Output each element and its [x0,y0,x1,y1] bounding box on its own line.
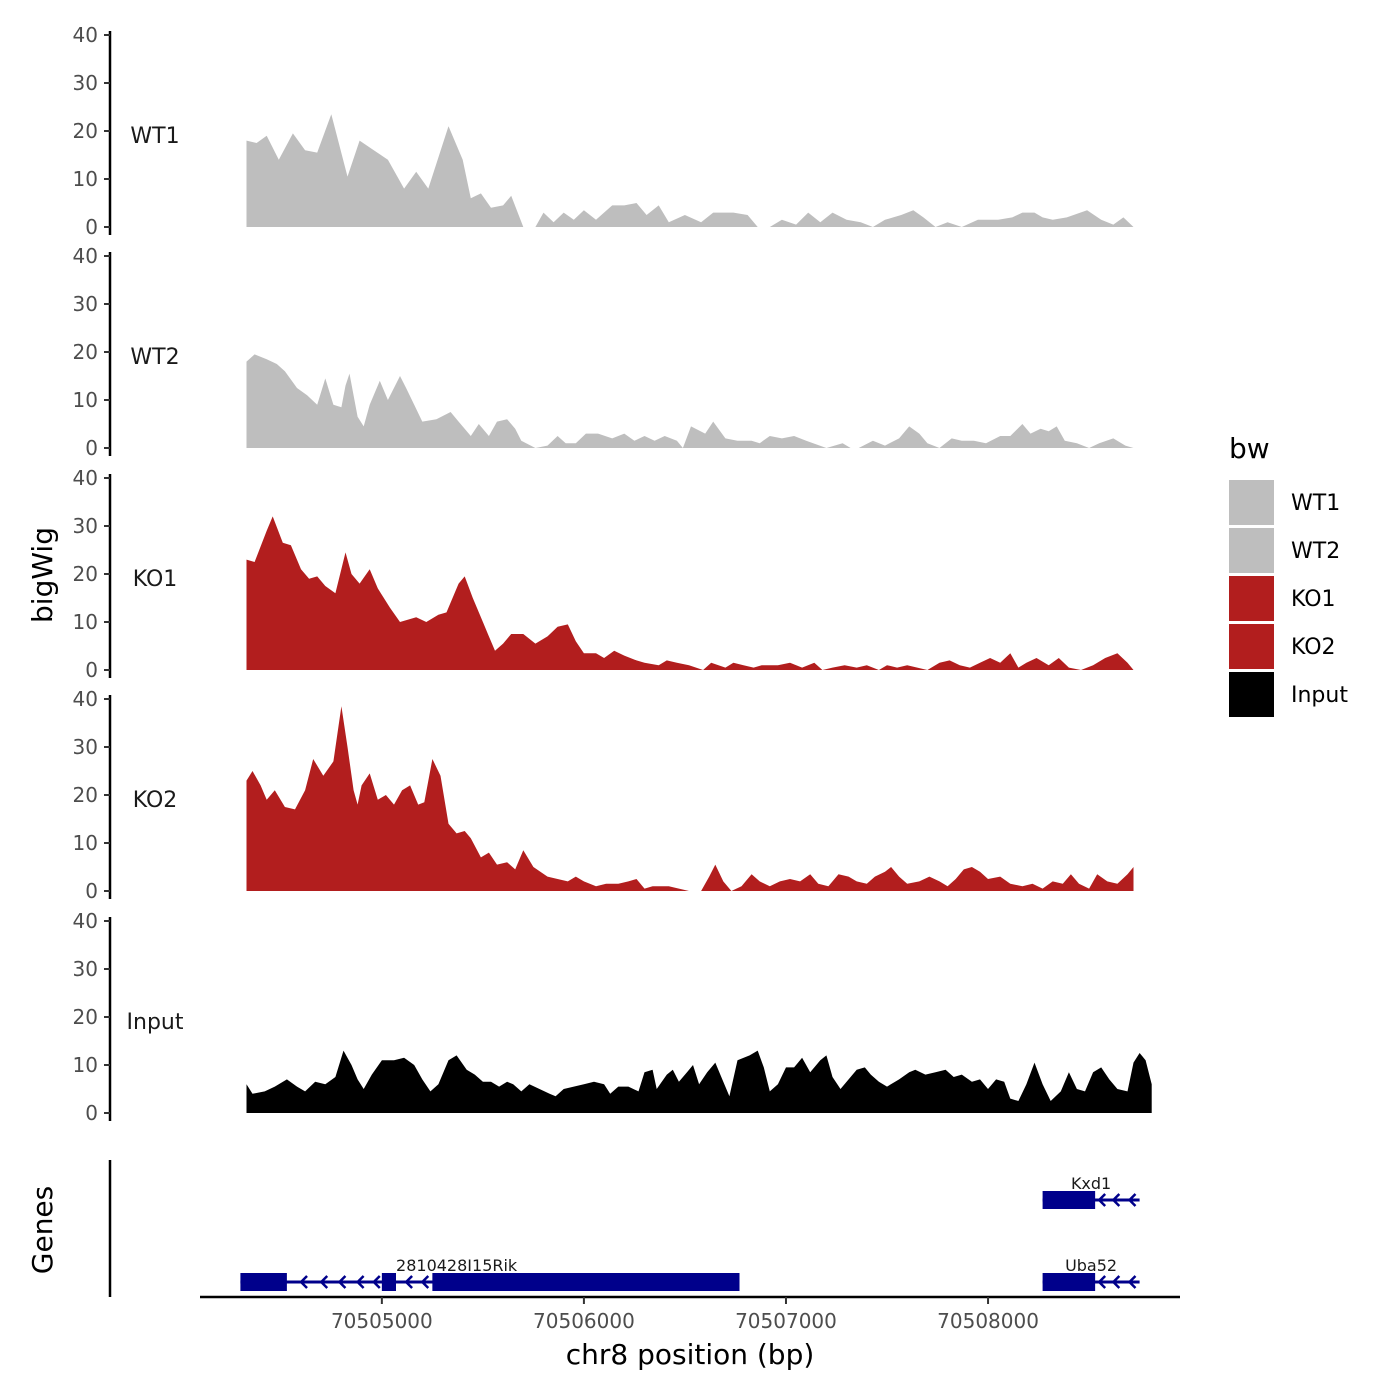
strand-arrow [319,1275,329,1289]
x-tick-label: 70506000 [533,1309,635,1333]
y-tick-label: 30 [73,957,98,981]
strand-arrow [1111,1275,1121,1289]
legend: bw WT1 WT2 KO1 KO2 Input [1229,432,1348,717]
y-tick-label: 20 [73,1005,98,1029]
strand-arrow [1127,1275,1137,1289]
track-panel-ko2: 0 10 20 30 40 KO2 [73,687,1134,903]
x-axis-title: chr8 position (bp) [566,1338,815,1371]
x-axis: 70505000 70506000 70507000 70508000 [200,1295,1180,1333]
strand-arrow [1097,1275,1107,1289]
gene-exon [240,1273,287,1291]
area-wt1 [246,114,1134,227]
legend-swatch-ko1 [1229,576,1274,621]
x-tick-label: 70505000 [331,1309,433,1333]
strand-arrow [1097,1193,1107,1207]
y-axis-title: bigWig [26,527,59,623]
area-input [246,1050,1152,1113]
legend-label-ko1: KO1 [1291,587,1336,612]
gene-exon [1042,1273,1096,1291]
legend-label-wt1: WT1 [1291,491,1340,516]
track-panels: 0 10 20 30 40 WT1 0 10 20 30 40 WT2 0 10 20 30 40 KO1 0 10 2… [73,23,1152,1125]
y-tick-label: 40 [73,687,98,711]
y-tick-label: 40 [73,909,98,933]
y-tick-label: 30 [73,735,98,759]
strand-arrow [372,1275,381,1289]
y-tick-label: 10 [73,388,98,412]
track-label-wt2: WT2 [130,345,179,370]
genes-axis-title: Genes [26,1186,59,1274]
track-panel-wt1: 0 10 20 30 40 WT1 [73,23,1134,239]
legend-label-input: Input [1291,683,1348,708]
y-tick-label: 20 [73,783,98,807]
gene-label: 2810428I15Rik [396,1256,518,1275]
gene-label: Kxd1 [1071,1174,1111,1193]
track-panel-input: 0 10 20 30 40 Input [73,909,1152,1125]
area-wt2 [246,354,1134,448]
y-tick-label: 20 [73,562,98,586]
legend-label-wt2: WT2 [1291,539,1340,564]
legend-swatch-ko2 [1229,624,1274,669]
gene-exon [1042,1191,1096,1209]
y-tick-label: 40 [73,23,98,47]
track-label-ko2: KO2 [133,788,178,813]
area-ko1 [246,516,1134,670]
y-tick-label: 0 [85,436,98,460]
y-tick-label: 40 [73,466,98,490]
genes-panel: Kxd1 Uba52 2810428I15Rik [108,1160,1140,1297]
legend-swatch-input [1229,672,1274,717]
y-tick-label: 30 [73,514,98,538]
track-panel-wt2: 0 10 20 30 40 WT2 [73,244,1134,460]
y-tick-label: 10 [73,1053,98,1077]
y-tick-label: 0 [85,215,98,239]
strand-arrow [355,1275,365,1289]
gene-label: Uba52 [1065,1256,1117,1275]
track-label-input: Input [127,1010,184,1035]
track-label-ko1: KO1 [133,567,178,592]
y-tick-label: 10 [73,610,98,634]
area-ko2 [246,706,1134,891]
gene-2810428i15rik: 2810428I15Rik [240,1256,740,1291]
y-tick-label: 20 [73,119,98,143]
strand-arrow [299,1275,308,1289]
x-tick-label: 70508000 [937,1309,1039,1333]
y-tick-label: 0 [85,879,98,903]
legend-swatch-wt1 [1229,480,1274,525]
y-tick-label: 10 [73,167,98,191]
strand-arrow [404,1275,413,1289]
y-tick-label: 0 [85,1101,98,1125]
legend-swatch-wt2 [1229,528,1274,573]
y-tick-label: 20 [73,340,98,364]
track-panel-ko1: 0 10 20 30 40 KO1 [73,466,1134,682]
strand-arrow [1111,1193,1121,1207]
strand-arrow [1127,1193,1137,1207]
gene-uba52: Uba52 [1042,1256,1140,1291]
gene-exon [432,1273,740,1291]
legend-label-ko2: KO2 [1291,635,1336,660]
strand-arrow [420,1275,430,1289]
y-tick-label: 30 [73,71,98,95]
x-tick-label: 70507000 [735,1309,837,1333]
y-tick-label: 30 [73,292,98,316]
track-label-wt1: WT1 [130,124,179,149]
gene-kxd1: Kxd1 [1042,1174,1140,1209]
y-tick-label: 10 [73,831,98,855]
y-tick-label: 40 [73,244,98,268]
strand-arrow [337,1275,347,1289]
y-tick-label: 0 [85,658,98,682]
gene-exon [381,1273,396,1291]
legend-title: bw [1229,432,1270,465]
